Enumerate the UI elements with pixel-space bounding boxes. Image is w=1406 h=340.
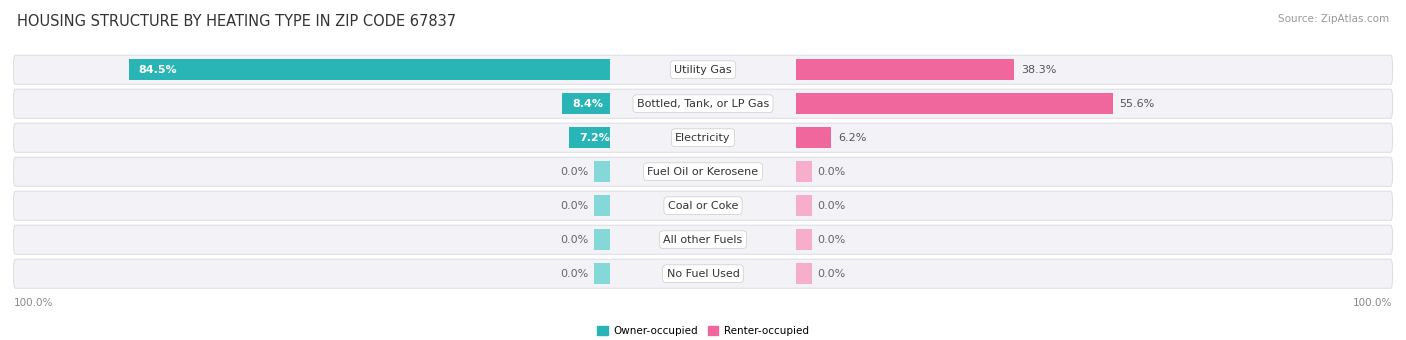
Text: Fuel Oil or Kerosene: Fuel Oil or Kerosene xyxy=(647,167,759,177)
Bar xyxy=(796,195,813,216)
Bar xyxy=(796,93,1112,114)
FancyBboxPatch shape xyxy=(14,123,1392,152)
Legend: Owner-occupied, Renter-occupied: Owner-occupied, Renter-occupied xyxy=(593,322,813,340)
Text: 55.6%: 55.6% xyxy=(1119,99,1154,109)
Text: 0.0%: 0.0% xyxy=(560,201,588,211)
Text: 0.0%: 0.0% xyxy=(560,167,588,177)
Text: 7.2%: 7.2% xyxy=(579,133,610,143)
Text: All other Fuels: All other Fuels xyxy=(664,235,742,245)
Text: 0.0%: 0.0% xyxy=(818,235,846,245)
Text: 100.0%: 100.0% xyxy=(14,298,53,308)
Bar xyxy=(593,161,610,182)
Bar xyxy=(796,263,813,284)
Text: 0.0%: 0.0% xyxy=(560,235,588,245)
Text: 0.0%: 0.0% xyxy=(560,269,588,279)
Bar xyxy=(796,59,1014,80)
Text: No Fuel Used: No Fuel Used xyxy=(666,269,740,279)
FancyBboxPatch shape xyxy=(14,191,1392,220)
FancyBboxPatch shape xyxy=(14,225,1392,254)
Bar xyxy=(796,161,813,182)
Text: 8.4%: 8.4% xyxy=(572,99,603,109)
Text: 84.5%: 84.5% xyxy=(138,65,177,75)
Text: 0.0%: 0.0% xyxy=(818,167,846,177)
Bar xyxy=(562,93,610,114)
Text: 100.0%: 100.0% xyxy=(1353,298,1392,308)
Text: Bottled, Tank, or LP Gas: Bottled, Tank, or LP Gas xyxy=(637,99,769,109)
Bar xyxy=(128,59,610,80)
Text: Source: ZipAtlas.com: Source: ZipAtlas.com xyxy=(1278,14,1389,23)
Text: Utility Gas: Utility Gas xyxy=(675,65,731,75)
Text: 38.3%: 38.3% xyxy=(1021,65,1056,75)
Text: HOUSING STRUCTURE BY HEATING TYPE IN ZIP CODE 67837: HOUSING STRUCTURE BY HEATING TYPE IN ZIP… xyxy=(17,14,456,29)
Bar xyxy=(796,229,813,250)
Text: Coal or Coke: Coal or Coke xyxy=(668,201,738,211)
Bar xyxy=(569,127,610,148)
Bar xyxy=(593,229,610,250)
Text: 0.0%: 0.0% xyxy=(818,201,846,211)
FancyBboxPatch shape xyxy=(14,89,1392,118)
Text: 0.0%: 0.0% xyxy=(818,269,846,279)
Bar xyxy=(593,263,610,284)
FancyBboxPatch shape xyxy=(14,55,1392,84)
Text: 6.2%: 6.2% xyxy=(838,133,866,143)
Text: Electricity: Electricity xyxy=(675,133,731,143)
Bar xyxy=(796,127,831,148)
Bar xyxy=(593,195,610,216)
FancyBboxPatch shape xyxy=(14,259,1392,288)
FancyBboxPatch shape xyxy=(14,157,1392,186)
